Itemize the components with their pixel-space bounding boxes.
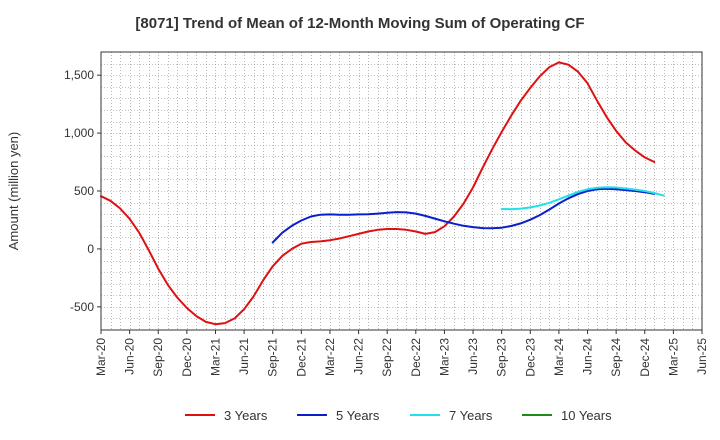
legend-label-5-years: 5 Years — [336, 408, 380, 423]
x-tick-label: Mar-25 — [666, 338, 680, 376]
x-tick-label: Jun-25 — [695, 338, 709, 375]
x-tick-label: Jun-24 — [581, 338, 595, 375]
plot-area — [101, 52, 702, 330]
x-tick-label: Sep-22 — [380, 338, 394, 377]
chart-title: [8071] Trend of Mean of 12-Month Moving … — [135, 15, 584, 32]
legend-label-7-years: 7 Years — [449, 408, 493, 423]
legend: 3 Years 5 Years 7 Years 10 Years — [185, 408, 612, 423]
x-tick-label: Mar-24 — [552, 338, 566, 376]
y-axis-label: Amount (million yen) — [6, 132, 21, 251]
x-tick-label: Sep-23 — [495, 338, 509, 377]
y-tick-label: 500 — [74, 184, 94, 198]
grid-lines — [101, 52, 702, 330]
series-line-5-years — [271, 187, 656, 244]
y-tick-label: 1,500 — [64, 68, 94, 82]
series-line-3-years — [100, 61, 656, 326]
x-tick-label: Mar-21 — [208, 338, 222, 376]
x-tick-label: Dec-22 — [409, 338, 423, 377]
legend-label-3-years: 3 Years — [224, 408, 268, 423]
x-tick-label: Sep-24 — [609, 338, 623, 377]
x-tick-label: Dec-24 — [638, 338, 652, 377]
plot-frame — [100, 51, 703, 331]
x-tick-label: Dec-23 — [523, 338, 537, 377]
x-tick-label: Sep-21 — [266, 338, 280, 377]
x-tick-label: Jun-23 — [466, 338, 480, 375]
x-tick-label: Mar-22 — [323, 338, 337, 376]
y-tick-label: -500 — [70, 300, 94, 314]
x-tick-label: Dec-20 — [180, 338, 194, 377]
x-tick-label: Jun-22 — [352, 338, 366, 375]
x-tick-label: Dec-21 — [294, 338, 308, 377]
x-tick-label: Sep-20 — [151, 338, 165, 377]
x-tick-label: Jun-21 — [237, 338, 251, 375]
x-tick-label: Jun-20 — [123, 338, 137, 375]
x-tick-label: Mar-23 — [437, 338, 451, 376]
series-line-7-years — [500, 186, 665, 211]
y-axis-ticks: 1,500 1,000 500 0 -500 — [64, 68, 101, 314]
y-tick-label: 0 — [87, 242, 94, 256]
y-tick-label: 1,000 — [64, 126, 94, 140]
series-lines — [100, 61, 665, 326]
x-tick-label: Mar-20 — [94, 338, 108, 376]
x-axis-ticks: Mar-20 Jun-20 Sep-20 Dec-20 Mar-21 Jun-21 Sep-… — [94, 330, 709, 377]
legend-label-10-years: 10 Years — [561, 408, 612, 423]
